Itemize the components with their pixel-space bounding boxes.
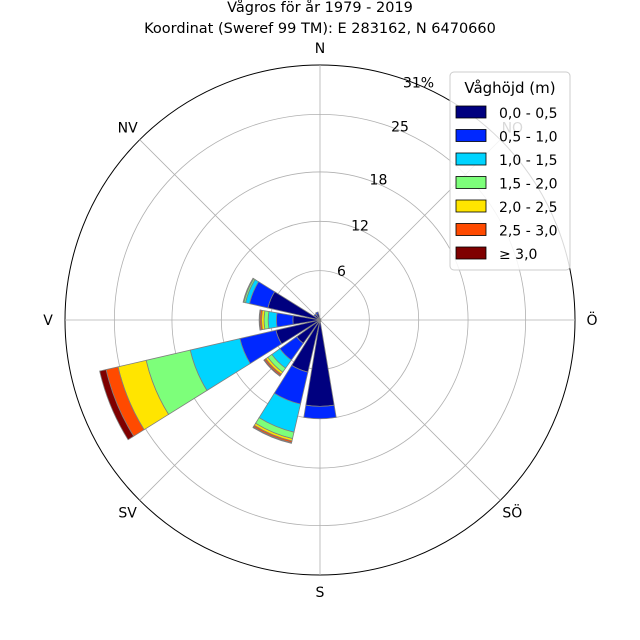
legend-label: 2,0 - 2,5 xyxy=(499,200,557,216)
direction-label: S xyxy=(316,585,325,601)
legend-swatch xyxy=(455,176,487,189)
polar-grid xyxy=(64,64,576,576)
legend-box xyxy=(449,71,571,271)
radial-tick-label: 31% xyxy=(403,76,434,92)
direction-label: V xyxy=(43,313,53,329)
rose-segment xyxy=(315,311,319,315)
legend-swatch xyxy=(455,105,487,119)
chart-title: Vågros för år 1979 - 2019 xyxy=(227,0,413,16)
legend-label: 0,5 - 1,0 xyxy=(499,130,557,146)
chart-subtitle: Koordinat (Sweref 99 TM): E 283162, N 64… xyxy=(144,21,496,37)
radial-tick-label: 6 xyxy=(337,264,346,280)
rose-segment xyxy=(263,359,281,377)
radial-tick-label: 25 xyxy=(391,119,409,135)
rose-segment xyxy=(252,426,293,444)
legend-swatch xyxy=(455,223,487,236)
legend-label: 1,5 - 2,0 xyxy=(499,177,557,193)
rose-segment xyxy=(99,369,135,441)
rose-segment xyxy=(242,277,255,303)
rose-segment xyxy=(267,311,278,329)
legend-swatch xyxy=(455,152,487,166)
radial-tick-label: 18 xyxy=(370,173,388,189)
rose-sectors xyxy=(99,277,337,444)
legend: Våghöjd (m) 0,0 - 0,5 0,5 - 1,0 1,0 - 1,5 1,… xyxy=(449,71,571,271)
grid-spoke xyxy=(139,139,321,321)
rose-segment xyxy=(313,313,318,318)
grid-spoke xyxy=(319,319,501,501)
rose-segment xyxy=(276,312,294,328)
direction-label: Ö xyxy=(586,311,597,329)
rose-segment xyxy=(303,404,337,420)
rose-segment xyxy=(258,309,262,331)
legend-label: 0,0 - 0,5 xyxy=(499,106,557,122)
direction-label: SÖ xyxy=(502,503,522,521)
direction-label: SV xyxy=(118,505,137,521)
legend-title: Våghöjd (m) xyxy=(464,79,555,97)
legend-label: 2,5 - 3,0 xyxy=(499,224,557,240)
legend-swatch xyxy=(455,246,487,260)
legend-swatch xyxy=(455,129,487,142)
legend-label: 1,0 - 1,5 xyxy=(499,153,557,169)
direction-label: NV xyxy=(118,121,138,137)
direction-label: N xyxy=(315,41,325,57)
legend-swatch xyxy=(455,199,487,213)
legend-label: ≥ 3,0 xyxy=(499,247,537,263)
radial-tick-label: 12 xyxy=(351,218,369,234)
